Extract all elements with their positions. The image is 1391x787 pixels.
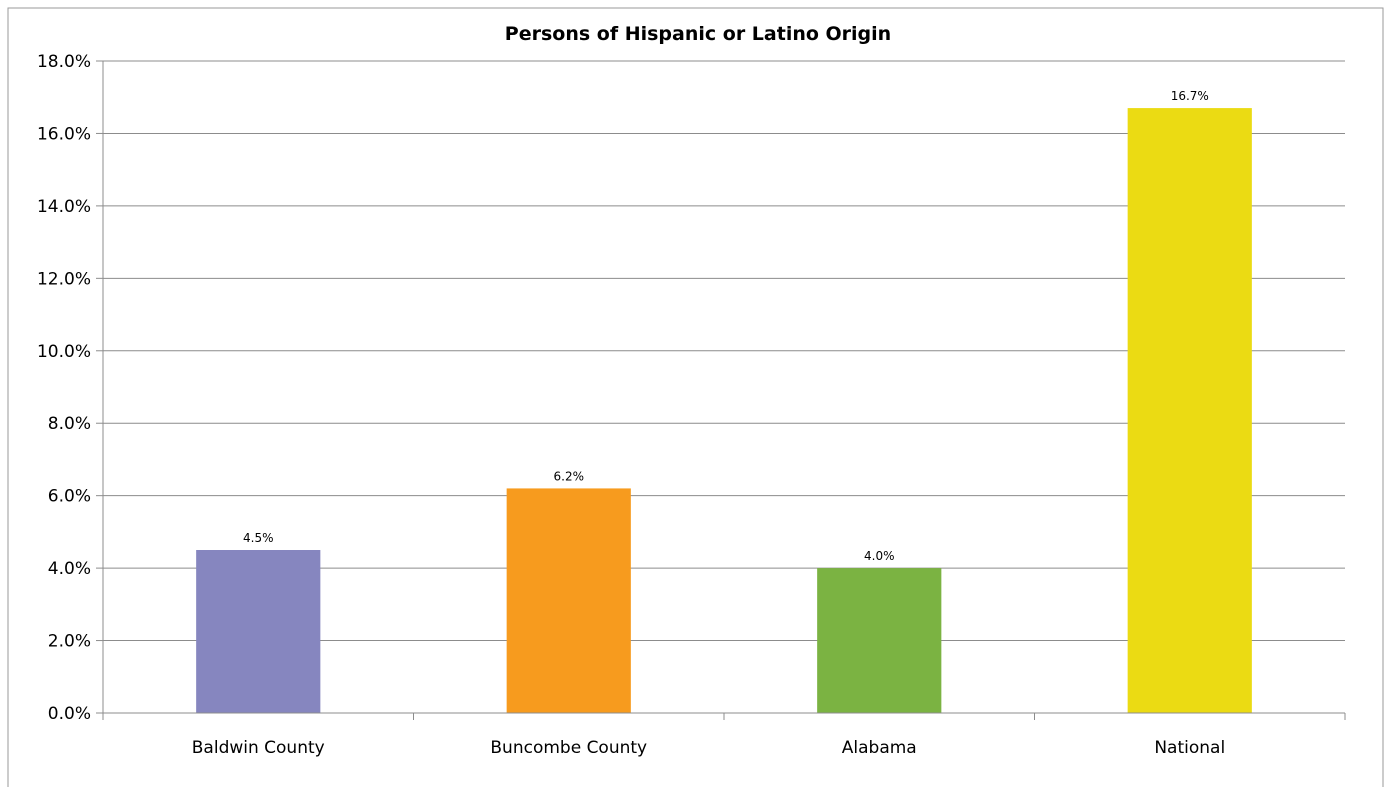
x-tick-label: Baldwin County — [192, 738, 325, 758]
axes — [96, 60, 1346, 720]
data-label: 4.5% — [243, 531, 274, 545]
y-tick-label: 6.0% — [48, 487, 91, 507]
x-tick-label: Alabama — [842, 738, 917, 758]
bars — [196, 108, 1252, 714]
data-label: 4.0% — [864, 549, 895, 563]
y-tick-label: 8.0% — [48, 414, 91, 434]
y-tick-label: 2.0% — [48, 632, 91, 652]
chart-title: Persons of Hispanic or Latino Origin — [505, 23, 891, 45]
data-label: 6.2% — [554, 469, 585, 483]
y-tick-label: 4.0% — [48, 559, 91, 579]
y-tick-label: 14.0% — [37, 197, 91, 217]
y-tick-label: 16.0% — [37, 124, 91, 144]
y-tick-label: 10.0% — [37, 342, 91, 362]
data-label: 16.7% — [1171, 89, 1209, 103]
y-tick-label: 18.0% — [37, 52, 91, 72]
bar — [196, 550, 321, 713]
bar — [506, 488, 631, 713]
labels: 0.0% 2.0% 4.0% 6.0% 8.0% 10.0% 12.0% 14.0% 16.0%… — [37, 52, 1225, 758]
y-tick-label: 0.0% — [48, 704, 91, 724]
x-tick-label: National — [1154, 738, 1225, 758]
bar — [1127, 108, 1252, 714]
x-tick-label: Buncombe County — [490, 738, 647, 758]
bar — [817, 568, 942, 713]
y-tick-label: 12.0% — [37, 269, 91, 289]
